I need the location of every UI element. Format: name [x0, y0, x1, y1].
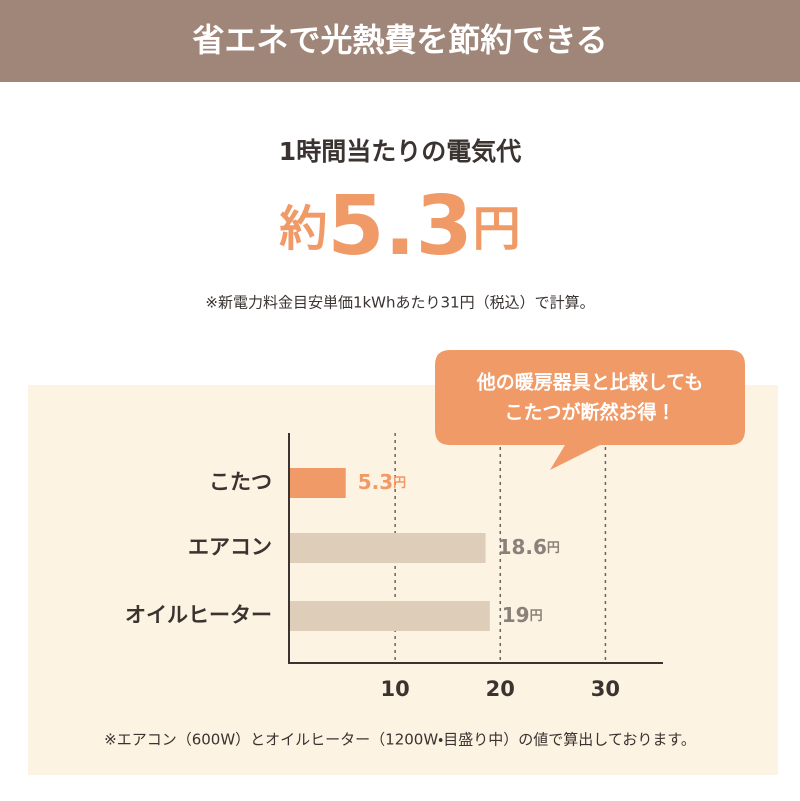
value-label: 19円 [502, 603, 543, 627]
value-label: 18.6円 [498, 535, 560, 559]
value-number: 5.3 [358, 470, 393, 494]
value-label: 5.3円 [358, 470, 406, 494]
price-unit: 円 [473, 201, 521, 257]
value-unit: 円 [547, 541, 560, 556]
header-band [0, 0, 800, 82]
callout-line: こたつが断然お得！ [504, 401, 675, 424]
bar [290, 468, 346, 498]
price-amount: 5.3 [327, 179, 472, 274]
chart-panel [28, 385, 778, 775]
summary-price: 約5.3円 [279, 179, 520, 274]
price-prefix: 約 [279, 201, 327, 257]
header-title: 省エネで光熱費を節約できる [192, 21, 607, 59]
x-tick-label: 20 [486, 677, 515, 701]
value-unit: 円 [393, 476, 406, 491]
summary-heading: 1時間当たりの電気代 [279, 137, 521, 166]
footnote: ※エアコン（600W）とオイルヒーター（1200W・目盛り中）の値で算出しており… [104, 731, 696, 749]
value-number: 19 [502, 603, 530, 627]
bar [290, 601, 490, 631]
bar [290, 533, 486, 563]
value-unit: 円 [530, 609, 543, 624]
x-tick-label: 30 [591, 677, 620, 701]
y-tick-label: こたつ [209, 470, 272, 494]
callout-line: 他の暖房器具と比較しても [476, 371, 703, 394]
summary-note: ※新電力料金目安単価1kWhあたり31円（税込）で計算。 [205, 294, 594, 312]
value-number: 18.6 [498, 535, 547, 559]
y-tick-label: エアコン [188, 535, 272, 559]
y-tick-label: オイルヒーター [125, 603, 272, 627]
x-tick-label: 10 [381, 677, 410, 701]
callout-bubble [435, 350, 745, 470]
